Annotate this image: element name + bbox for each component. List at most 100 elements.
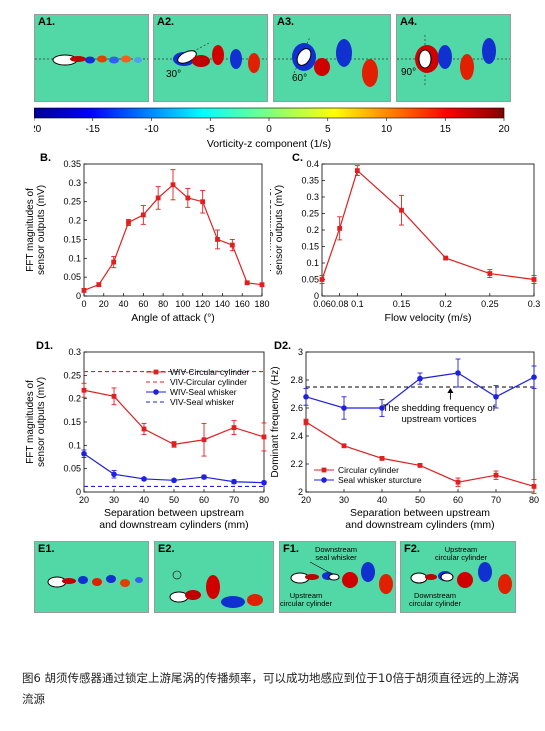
x-tick-label: 30: [109, 495, 119, 505]
data-point: [171, 477, 177, 484]
vorticity-field-f1: Downstream seal whisker Upstream circula…: [280, 545, 393, 608]
panel-label: A1.: [38, 16, 56, 28]
panel-e2: E2.: [154, 541, 274, 613]
panel-a3: A3. 60°: [273, 14, 391, 102]
x-tick-label: 0.06: [313, 299, 331, 309]
panel-a1: A1.: [34, 14, 149, 102]
legend-marker: [321, 477, 327, 483]
x-axis-label: Flow velocity (m/s): [385, 312, 472, 324]
y-tick-label: 0.05: [63, 272, 81, 282]
y-axis-label: FFT magnitudes of: [270, 188, 274, 272]
series-line: [321, 169, 535, 281]
x-tick-label: 50: [169, 495, 179, 505]
legend-marker: [153, 369, 159, 375]
annotation: Downstream: [315, 545, 357, 554]
data-point: [399, 207, 404, 213]
x-tick-label: 40: [119, 299, 129, 309]
colorbar-ticks: -20 -15 -10 -5 0 5 10 15 20: [34, 118, 510, 135]
colorbar-tick-label: 5: [325, 124, 331, 135]
x-axis-label: Separation between upstream: [350, 507, 490, 519]
y-tick-label: 0.3: [68, 178, 81, 188]
y-axis-label: sensor outputs (mV): [36, 185, 47, 275]
data-point: [417, 463, 423, 468]
colorbar-tick-label: -5: [206, 124, 215, 135]
data-point: [531, 277, 537, 282]
y-tick-label: 0.25: [63, 370, 81, 380]
y-axis-label: Dominant frequency (Hz): [270, 366, 281, 477]
data-point: [155, 195, 161, 201]
x-tick-label: 30: [339, 495, 349, 505]
legend-label: WIV-Seal whisker: [170, 387, 237, 397]
y-tick-label: 0.2: [68, 216, 81, 226]
y-tick-label: 0.15: [63, 234, 81, 244]
panel-label: D1.: [36, 340, 53, 352]
y-tick-label: 3: [298, 347, 303, 357]
panel-label: B.: [40, 152, 51, 164]
panel-a2: A2. 30°: [153, 14, 268, 102]
colorbar-tick-label: 10: [381, 124, 393, 135]
colorbar: -20 -15 -10 -5 0 5 10 15 20 Vorticity-z componen…: [34, 107, 510, 150]
data-point: [379, 456, 385, 461]
data-point: [96, 282, 102, 288]
data-point: [244, 280, 250, 286]
data-point: [81, 450, 87, 457]
y-tick-label: 0.3: [68, 347, 81, 357]
x-tick-label: 120: [195, 299, 210, 309]
chart-d2: D2. 20 30 40 50 60 70 80 2 2.2 2.4 2.6 2.8 3 Separatio…: [270, 340, 539, 531]
data-point: [141, 426, 147, 432]
data-point: [170, 182, 176, 188]
data-point: [126, 220, 131, 225]
vorticity-field-a1: [35, 54, 148, 66]
x-tick-label: 0.15: [393, 299, 411, 309]
series-line: [83, 183, 263, 291]
y-axis-label: FFT magnitudes of: [25, 380, 36, 464]
y-tick-label: 0: [314, 291, 319, 301]
data-point: [493, 472, 499, 478]
data-point: [185, 195, 191, 201]
panel-label: C.: [292, 152, 303, 164]
annotation-text: upstream vortices: [402, 414, 477, 425]
y-tick-label: 0.1: [68, 440, 81, 450]
annotation: Upstream: [445, 545, 478, 554]
annotation: circular cylinder: [280, 599, 333, 608]
y-tick-label: 0.1: [68, 253, 81, 263]
plot-frame: [83, 163, 263, 297]
panel-label: E2.: [158, 543, 175, 555]
x-tick-label: 70: [229, 495, 239, 505]
panel-e1: E1.: [34, 541, 149, 613]
data-point: [493, 394, 499, 400]
data-point: [417, 375, 423, 382]
y-tick-label: 2.6: [290, 403, 303, 413]
y-tick-label: 2.2: [290, 459, 303, 469]
data-point: [200, 199, 206, 205]
x-tick-label: 180: [254, 299, 269, 309]
x-tick-label: 0.08: [331, 299, 349, 309]
x-tick-label: 70: [491, 495, 501, 505]
y-tick-label: 0.4: [306, 159, 319, 169]
y-tick-label: 0.3: [306, 192, 319, 202]
angle-label: 60°: [292, 73, 307, 84]
y-tick-label: 0.2: [306, 225, 319, 235]
legend-marker: [153, 389, 159, 395]
y-tick-label: 0: [76, 291, 81, 301]
y-axis-label: sensor outputs (mV): [274, 185, 285, 275]
data-point: [141, 476, 147, 482]
angle-label: 90°: [401, 67, 416, 78]
chart-c: C.0.06 0.08 0.1 0.15 0.2 0.25 0.300.050.10.150…: [270, 152, 540, 324]
vorticity-field-a3: 60°: [274, 36, 390, 87]
x-tick-label: 60: [453, 495, 463, 505]
data-point: [337, 225, 343, 231]
colorbar-tick-label: 0: [266, 124, 272, 135]
x-axis-label: Separation between upstream: [104, 507, 244, 519]
y-axis-label: sensor outputs (mV): [36, 377, 47, 467]
x-tick-label: 0.25: [481, 299, 499, 309]
vorticity-field-a4: 90°: [397, 35, 510, 85]
legend-label: WIV-Circular cylinder: [170, 367, 250, 377]
y-tick-label: 0.15: [63, 417, 81, 427]
x-tick-label: 20: [301, 495, 311, 505]
x-axis-label: Angle of attack (°): [131, 312, 215, 324]
y-tick-label: 0.25: [63, 197, 81, 207]
data-point: [201, 474, 207, 480]
data-point: [443, 255, 449, 261]
